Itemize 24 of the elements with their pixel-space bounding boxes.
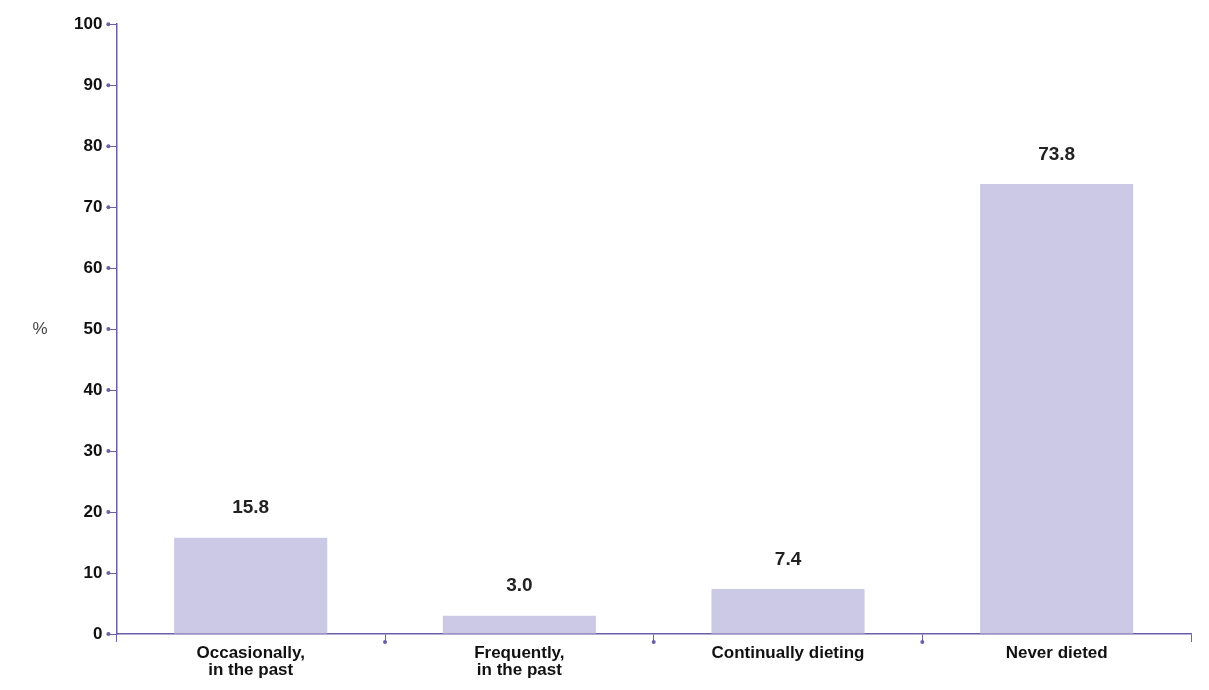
y-tick-label: 10 [83,562,103,582]
x-tick-label: Never dieted [1005,643,1108,663]
x-tick-label: Frequently, in the past [474,643,565,680]
bar [711,588,865,634]
y-tick-label: 90 [83,74,103,94]
data-label: 7.4 [774,547,802,569]
data-label: 3.0 [506,574,533,596]
bar [442,615,596,634]
y-tick-label: 0 [92,623,103,643]
y-tick-label: 70 [83,196,103,216]
y-axis-title: % [32,318,48,338]
data-label: 73.8 [1038,142,1076,164]
y-tick-label: 20 [83,501,103,521]
x-tick-label: Occasionally, in the past [196,643,305,680]
bar [174,537,328,634]
x-tick-label: Continually dieting [711,643,865,663]
y-tick-label: 50 [83,318,103,338]
y-tick-label: 40 [83,379,103,399]
y-tick-label: 100 [73,13,103,33]
y-tick-label: 30 [83,440,103,460]
bar [980,183,1134,634]
y-tick-label: 80 [83,135,103,155]
y-tick-label: 60 [83,257,103,277]
data-label: 15.8 [232,496,270,518]
